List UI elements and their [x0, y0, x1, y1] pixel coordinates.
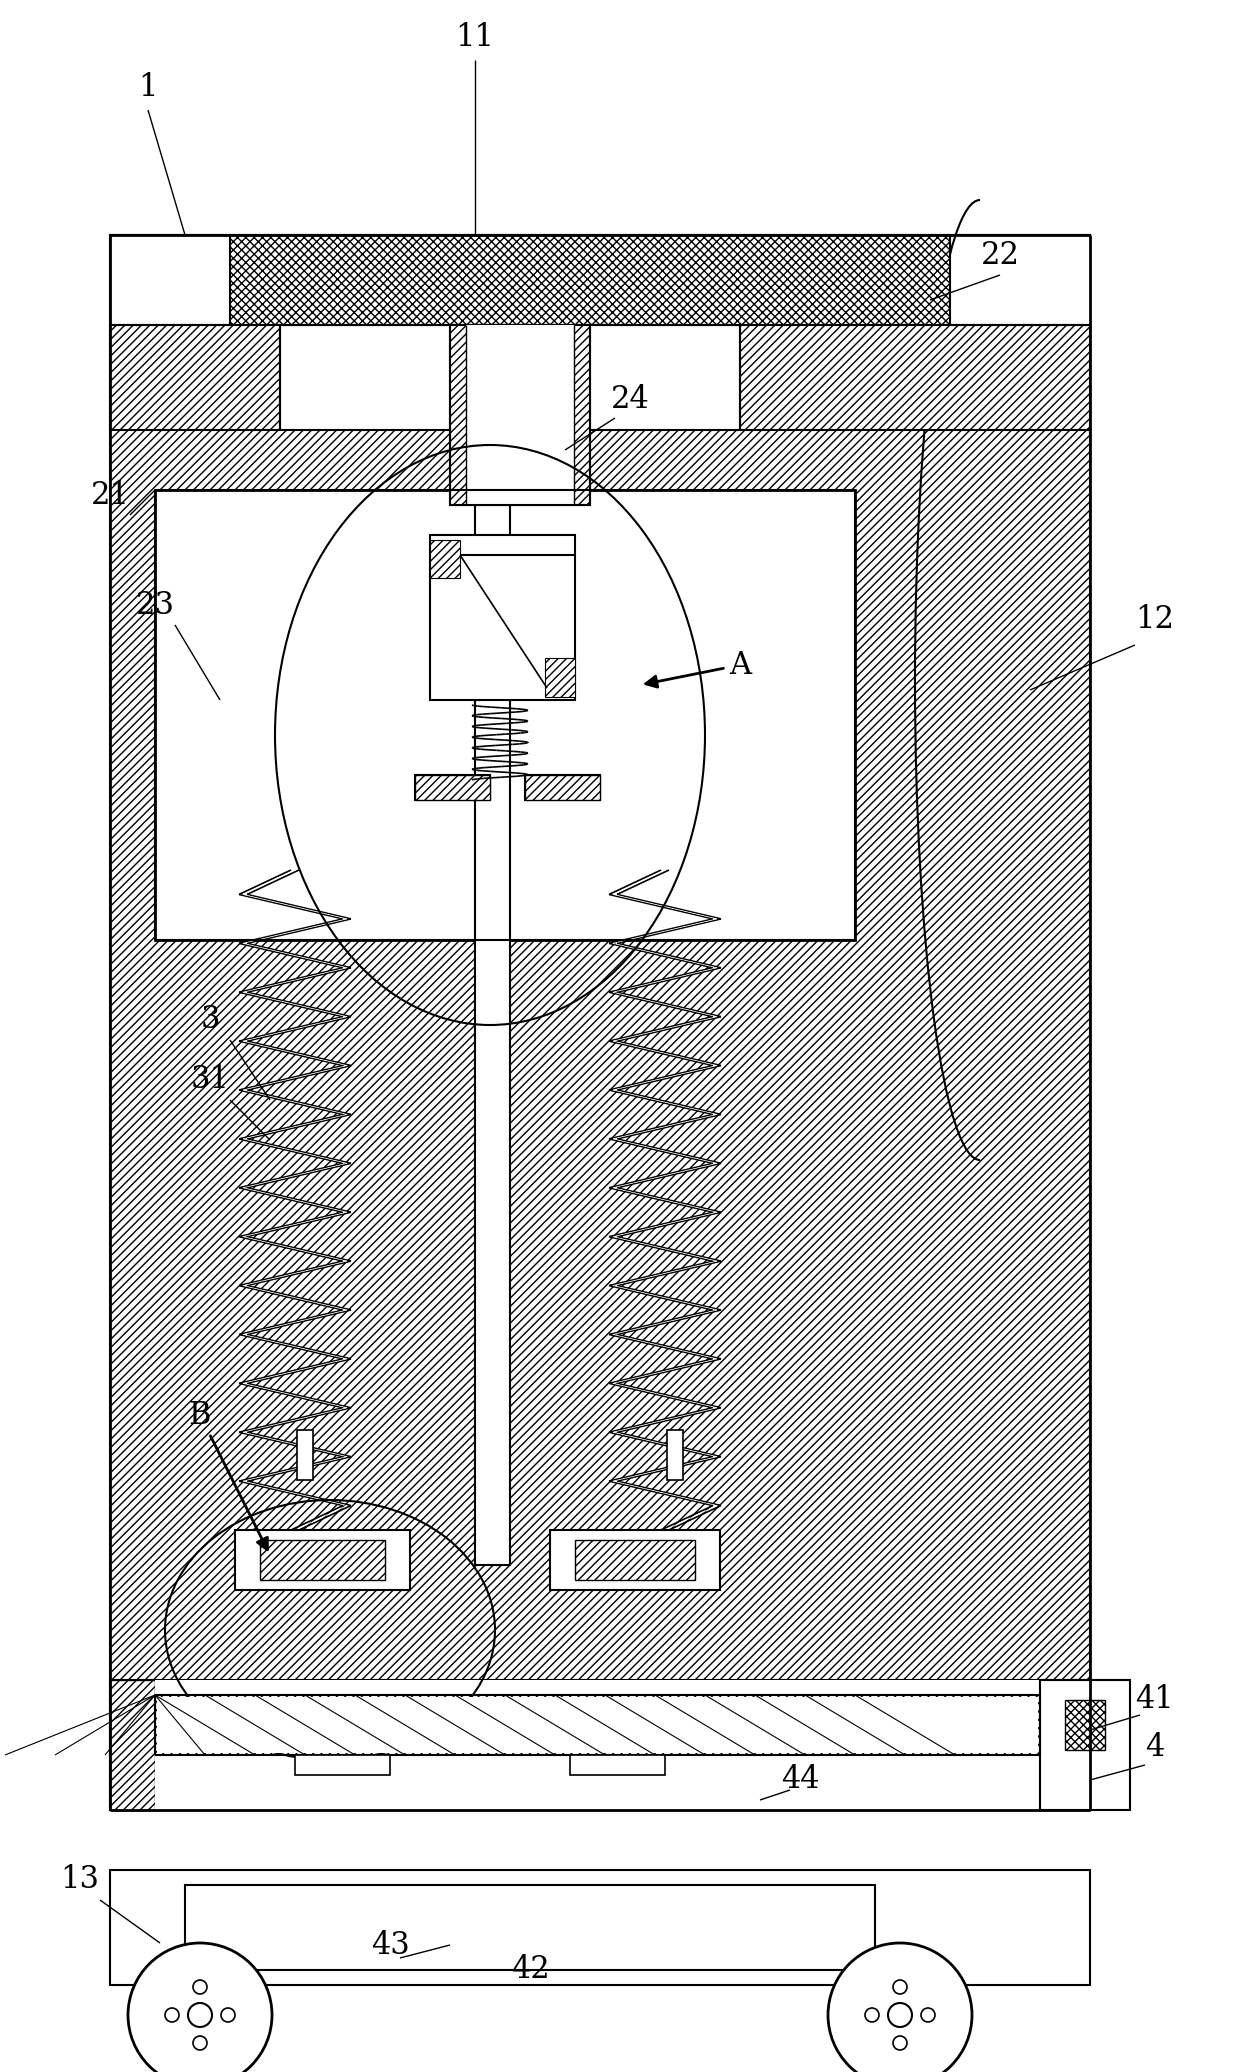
Circle shape — [893, 2037, 906, 2049]
Circle shape — [828, 1944, 972, 2072]
Bar — [1040, 1680, 1130, 1811]
Bar — [295, 1755, 391, 1776]
Circle shape — [893, 1981, 906, 1993]
Bar — [110, 325, 280, 431]
Text: B: B — [188, 1399, 268, 1550]
Bar — [570, 1755, 665, 1776]
Text: 41: 41 — [1136, 1685, 1174, 1716]
Bar — [110, 234, 229, 325]
Bar — [466, 325, 574, 506]
Bar — [450, 325, 590, 506]
Text: 24: 24 — [610, 385, 650, 416]
Text: 22: 22 — [981, 240, 1019, 271]
Bar — [667, 1430, 683, 1479]
Circle shape — [128, 1944, 272, 2072]
Circle shape — [165, 2008, 179, 2022]
Text: A: A — [646, 649, 751, 688]
Bar — [236, 1529, 410, 1589]
Bar — [546, 659, 575, 696]
Text: 12: 12 — [1136, 605, 1174, 636]
Bar — [551, 1529, 720, 1589]
Text: 4: 4 — [1146, 1732, 1164, 1763]
Bar — [525, 775, 600, 800]
Circle shape — [866, 2008, 879, 2022]
Circle shape — [193, 1981, 207, 1993]
Text: 3: 3 — [200, 1005, 219, 1036]
Bar — [525, 775, 600, 800]
Bar — [415, 775, 490, 800]
Bar — [475, 506, 510, 1564]
Text: 21: 21 — [91, 479, 129, 510]
Bar — [575, 1539, 694, 1581]
Bar — [110, 1680, 155, 1811]
Bar — [1065, 1699, 1105, 1751]
Bar — [157, 1697, 1038, 1753]
Text: 1: 1 — [138, 73, 157, 104]
Text: 42: 42 — [511, 1954, 549, 1985]
Bar — [298, 1430, 312, 1479]
Text: 11: 11 — [455, 23, 495, 54]
Text: 43: 43 — [371, 1929, 409, 1960]
Bar — [110, 1871, 1090, 1985]
Bar — [185, 1886, 875, 1970]
Bar — [415, 775, 490, 800]
Bar — [229, 234, 950, 325]
Text: 31: 31 — [191, 1065, 229, 1096]
Text: 44: 44 — [781, 1765, 820, 1796]
Circle shape — [193, 2037, 207, 2049]
Text: 13: 13 — [61, 1865, 99, 1896]
Bar — [1040, 1680, 1090, 1811]
Bar — [155, 1680, 1040, 1811]
Bar — [430, 541, 460, 578]
Bar — [280, 325, 740, 431]
Bar — [430, 535, 575, 700]
Bar — [110, 1680, 1090, 1811]
Circle shape — [921, 2008, 935, 2022]
Circle shape — [221, 2008, 236, 2022]
Bar — [155, 1695, 1040, 1755]
Circle shape — [188, 2004, 212, 2026]
Bar — [260, 1539, 384, 1581]
Bar — [155, 489, 856, 941]
Bar — [950, 234, 1090, 325]
Text: 23: 23 — [135, 591, 175, 620]
Circle shape — [888, 2004, 911, 2026]
Bar — [740, 325, 1090, 431]
Bar — [110, 234, 1090, 1811]
